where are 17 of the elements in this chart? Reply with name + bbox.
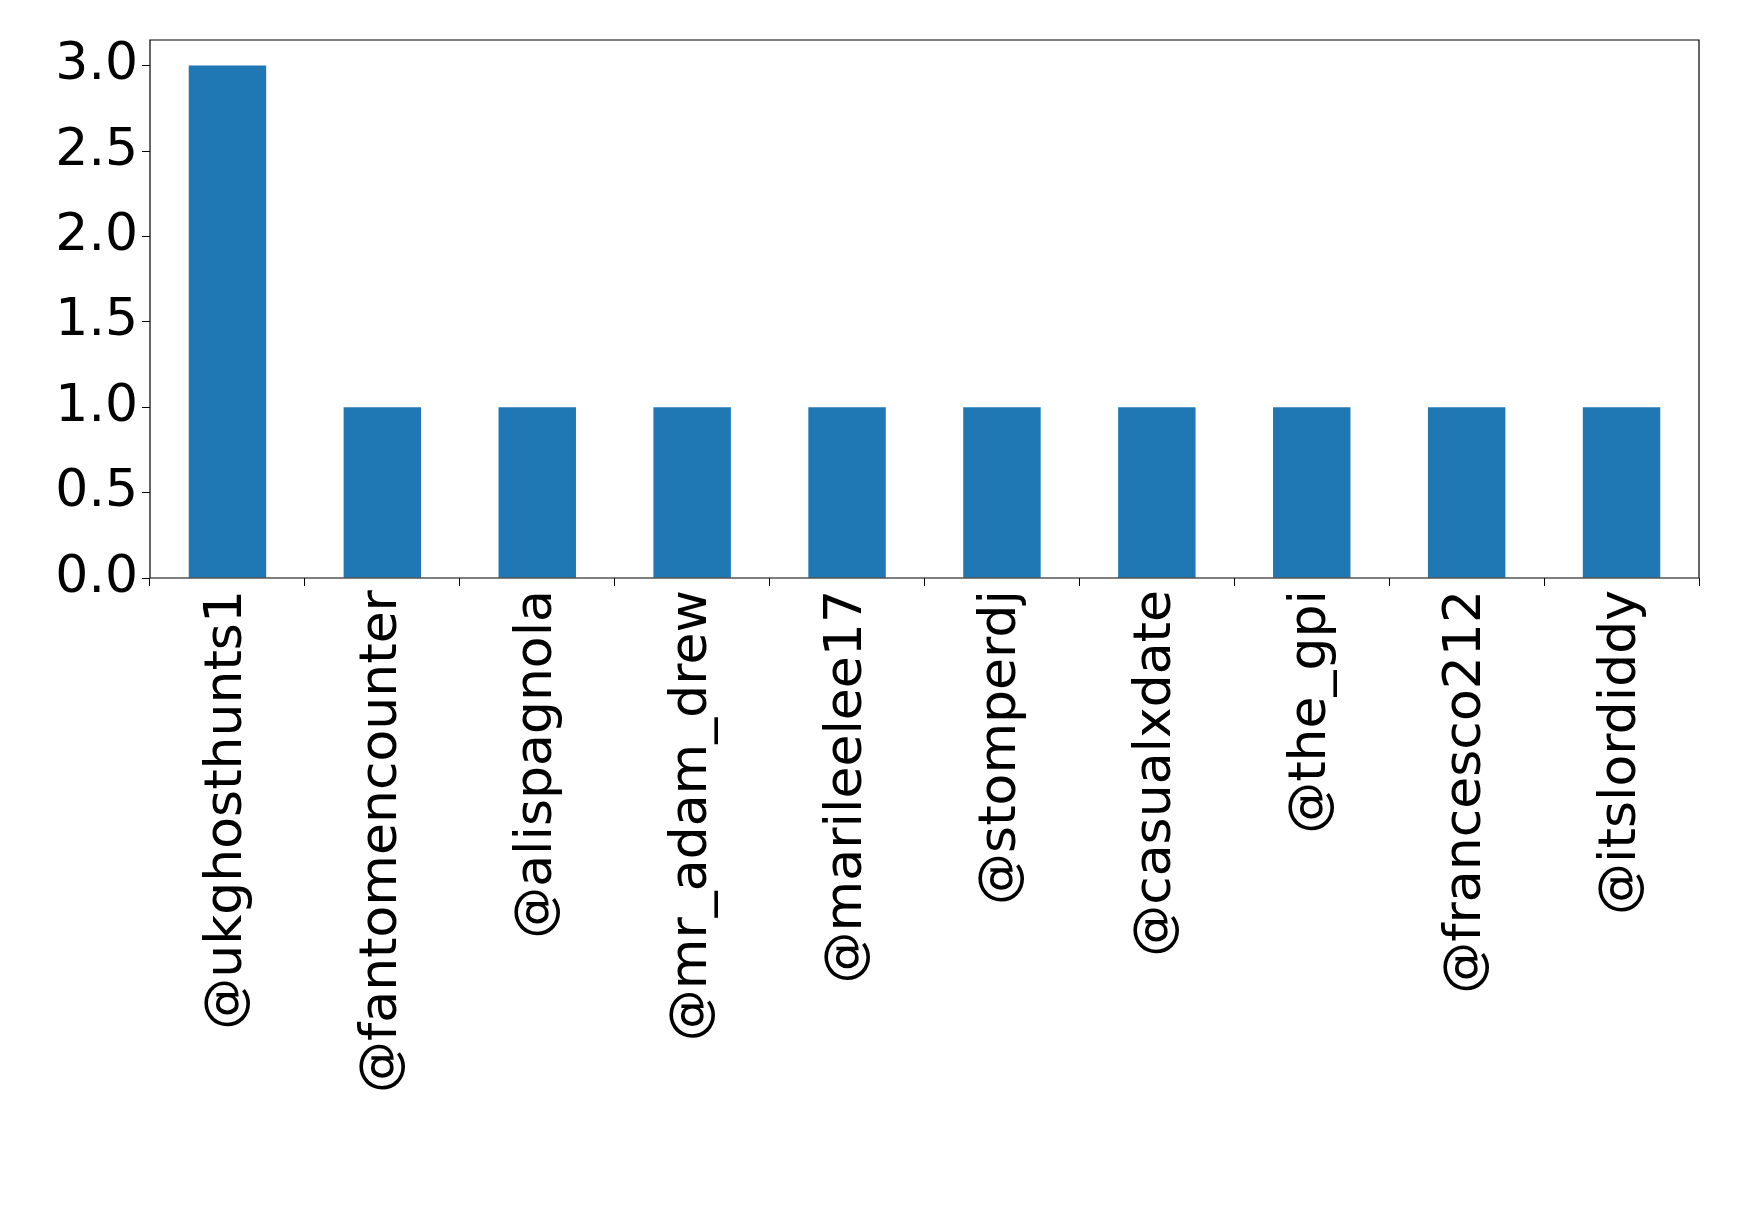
y-tick-label: 3.0 [55, 31, 138, 92]
x-tick-label: @ukghosthunts1 [192, 590, 253, 1030]
x-tick-label: @the_gpi [1277, 590, 1338, 834]
x-tick-label: @itslordiddy [1587, 590, 1648, 915]
x-tick-label: @fantomencounter [347, 589, 408, 1094]
x-tick-label: @casualxdate [1122, 590, 1183, 957]
x-tick-label: @francesco212 [1432, 590, 1493, 994]
y-tick-label: 0.5 [55, 458, 138, 519]
x-tick-label: @stomperdj [967, 590, 1028, 905]
y-tick-label: 1.0 [55, 372, 138, 433]
y-tick-label: 2.5 [55, 116, 138, 177]
x-tick-label: @mr_adam_drew [657, 590, 718, 1042]
y-tick-label: 2.0 [55, 201, 138, 262]
x-tick-label: @alispagnola [502, 590, 563, 939]
x-tick-label: @marileelee17 [812, 590, 873, 984]
y-tick-label: 0.0 [55, 543, 138, 604]
y-tick-label: 1.5 [55, 287, 138, 348]
